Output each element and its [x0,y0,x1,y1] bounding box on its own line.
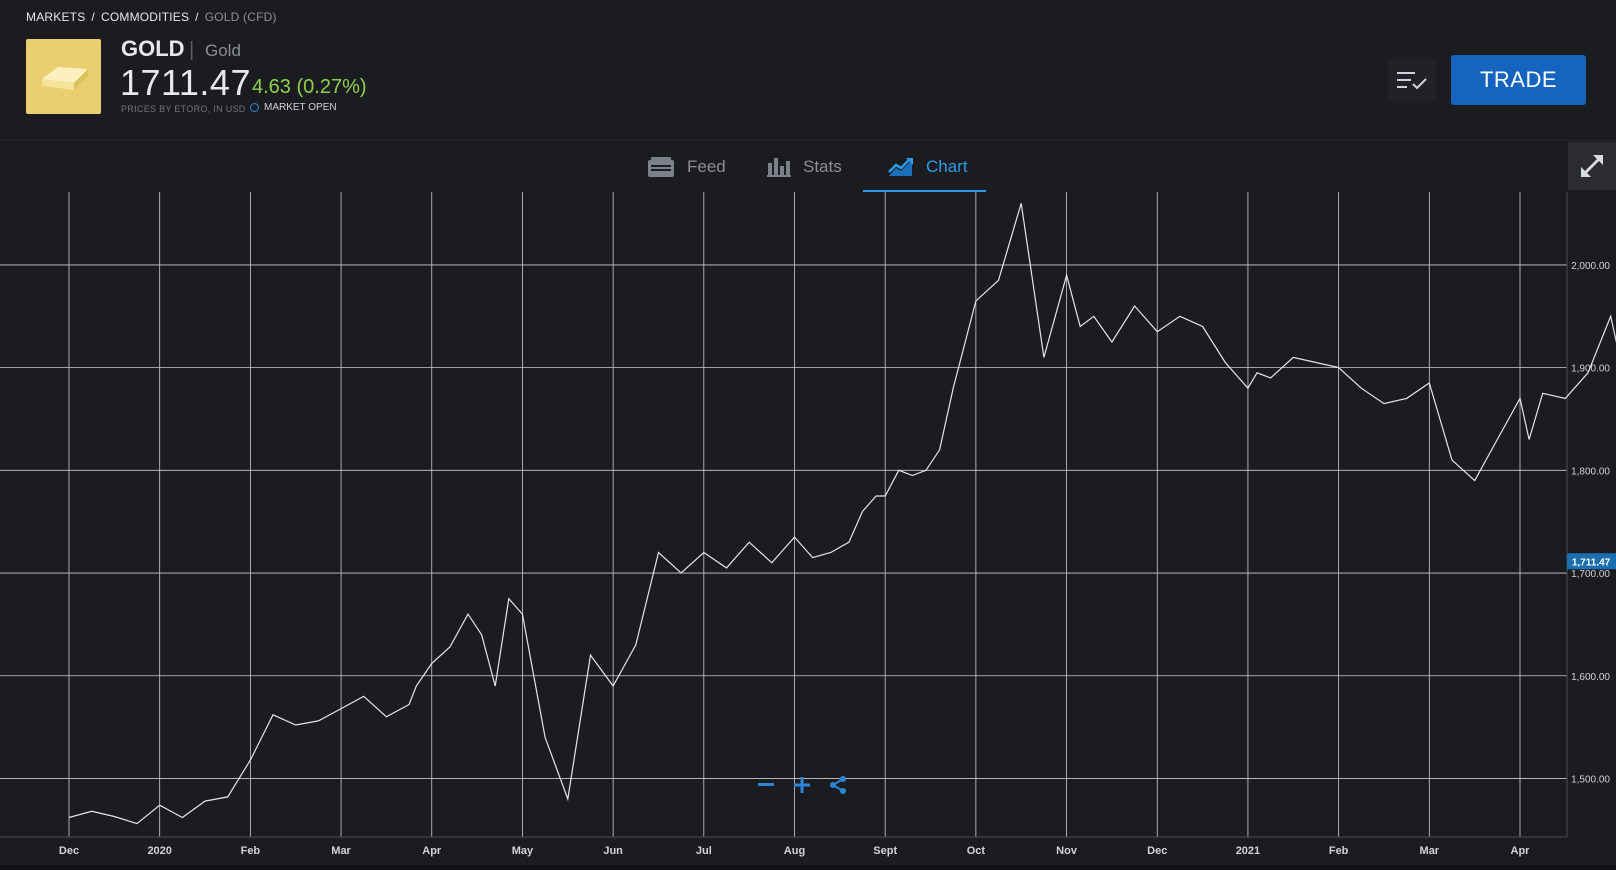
clock-icon [250,103,259,112]
prices-source: PRICES BY ETORO, IN USD [121,104,246,114]
title-divider: | [189,39,195,61]
y-tick-label: 1,900.00 [1571,364,1610,375]
market-status: MARKET OPEN [250,102,337,113]
x-tick-label: Feb [241,845,261,857]
x-tick-label: Jul [696,845,712,857]
expand-icon [1581,155,1603,177]
zoom-out-icon [758,783,774,786]
watchlist-button[interactable] [1388,58,1436,102]
x-tick-label: Sept [873,845,897,857]
zoom-in-icon [794,777,810,793]
x-tick-label: Feb [1329,845,1349,857]
instrument-price: 1711.47 [120,62,251,103]
watchlist-check-icon [1397,72,1427,90]
y-tick-label: 1,700.00 [1571,569,1610,580]
current-price-label: 1,711.47 [1567,553,1616,570]
market-status-label: MARKET OPEN [264,102,337,113]
breadcrumb-commodities[interactable]: COMMODITIES [100,10,190,24]
x-tick-label: Mar [331,845,351,857]
price-chart[interactable]: 1,500.00 1,600.00 1,700.00 1,800.00 1,900.00… [0,192,1616,865]
stats-icon [767,158,791,177]
y-tick-label: 1,800.00 [1571,466,1610,477]
x-tick-label: Dec [1147,845,1167,857]
tab-bar: Feed Stats Chart [0,140,1616,193]
breadcrumb: MARKETS / COMMODITIES / GOLD (CFD) [26,10,277,24]
instrument-header: MARKETS / COMMODITIES / GOLD (CFD) GOLD | Go… [0,0,1616,140]
y-tick-label: 1,600.00 [1571,672,1610,683]
x-tick-label: Jun [603,845,623,857]
breadcrumb-current: GOLD (CFD) [204,10,277,24]
zoom-in-button[interactable] [784,770,820,800]
x-tick-label: Oct [967,845,986,857]
x-tick-label: Nov [1056,845,1078,857]
x-tick-label: Apr [1511,845,1531,857]
trade-button[interactable]: TRADE [1451,55,1586,105]
breadcrumb-markets[interactable]: MARKETS [26,10,86,24]
tab-feed[interactable]: Feed [647,141,726,193]
current-price-tag [1567,553,1616,570]
instrument-name: Gold [205,41,241,60]
current-price-value: 1,711.47 [1572,557,1611,568]
instrument-symbol: GOLD [121,36,185,61]
share-icon [830,776,846,794]
price-change: 4.63 (0.27%) [252,76,367,98]
tab-stats[interactable]: Stats [767,141,842,193]
x-tick-label: Aug [784,845,805,857]
tab-chart[interactable]: Chart [888,141,968,193]
tab-stats-label: Stats [803,157,842,176]
x-tick-label: May [512,845,534,857]
breadcrumb-separator: / [91,10,95,24]
share-button[interactable] [820,770,856,800]
feed-icon [648,157,674,177]
price-line-series [68,203,1616,825]
tab-feed-label: Feed [687,157,726,176]
tab-chart-label: Chart [926,157,968,176]
zoom-out-button[interactable] [748,770,784,800]
bottom-strip [0,865,1616,870]
x-tick-label: Apr [422,845,442,857]
x-tick-label: Dec [59,845,79,857]
y-tick-label: 2,000.00 [1571,261,1610,272]
breadcrumb-separator: / [195,10,199,24]
gold-bar-icon [26,39,101,114]
chart-controls [748,770,888,800]
fullscreen-button[interactable] [1568,142,1616,190]
chart-icon [888,158,913,176]
x-tick-label: 2021 [1236,845,1260,857]
active-tab-indicator [863,190,986,192]
x-tick-label: 2020 [147,845,171,857]
y-tick-label: 1,500.00 [1571,774,1610,785]
x-tick-label: Mar [1420,845,1440,857]
